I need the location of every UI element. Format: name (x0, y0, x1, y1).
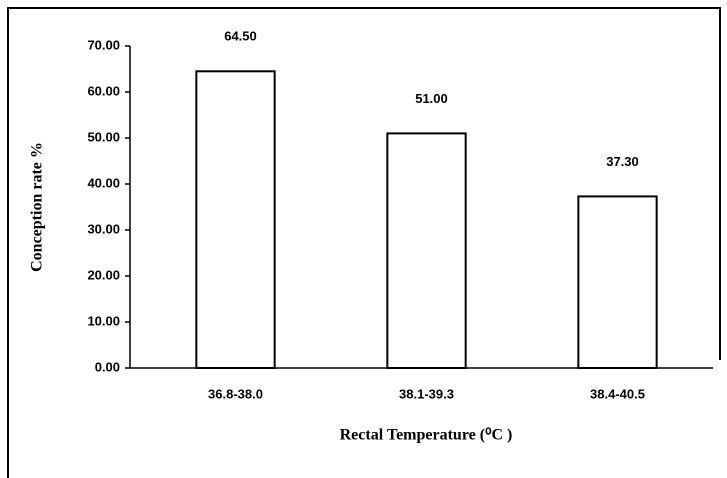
y-tick-label: 70.00 (87, 37, 120, 52)
y-tick-label: 10.00 (87, 313, 120, 328)
y-tick-label: 40.00 (87, 175, 120, 190)
bar (577, 195, 658, 369)
frame (7, 7, 721, 478)
y-tick-label: 50.00 (87, 129, 120, 144)
y-tick-label: 0.00 (95, 359, 120, 374)
x-tick-label: 38.1-39.3 (399, 386, 454, 401)
y-tick-label: 20.00 (87, 267, 120, 282)
y-axis-title: Conception rate % (29, 142, 46, 272)
bar (195, 70, 276, 370)
x-tick-label: 38.4-40.5 (590, 386, 645, 401)
value-label: 51.00 (415, 91, 448, 106)
y-tick-label: 60.00 (87, 83, 120, 98)
bar (386, 132, 467, 369)
x-axis-title: Rectal Temperature (⁰C ) (340, 427, 513, 444)
x-tick-label: 36.8-38.0 (208, 386, 263, 401)
value-label: 37.30 (606, 154, 639, 169)
y-tick-label: 30.00 (87, 221, 120, 236)
value-label: 64.50 (224, 29, 257, 44)
